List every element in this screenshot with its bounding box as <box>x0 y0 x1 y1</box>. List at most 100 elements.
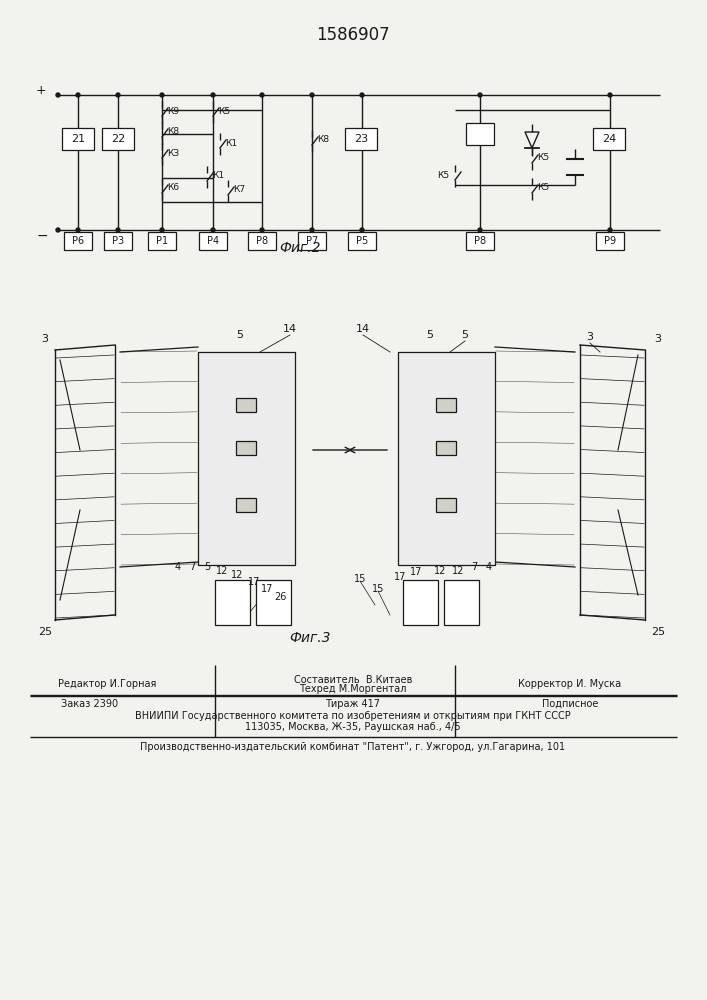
Text: −: − <box>36 229 48 243</box>
Text: 12: 12 <box>230 570 243 580</box>
Bar <box>236 441 256 455</box>
Circle shape <box>211 93 215 97</box>
Text: 17: 17 <box>248 577 260 587</box>
Text: Р5: Р5 <box>356 236 368 246</box>
Circle shape <box>76 93 80 97</box>
Text: 12: 12 <box>452 566 464 576</box>
Bar <box>466 232 494 250</box>
Text: 7: 7 <box>189 562 195 572</box>
Text: Тираж 417: Тираж 417 <box>325 699 380 709</box>
Text: Р6: Р6 <box>72 236 84 246</box>
Circle shape <box>76 228 80 232</box>
Text: 14: 14 <box>356 324 370 334</box>
Bar <box>596 232 624 250</box>
Text: Фиг.3: Фиг.3 <box>289 631 331 645</box>
Text: 7: 7 <box>471 562 477 572</box>
Bar <box>104 232 132 250</box>
Text: 3: 3 <box>655 334 662 344</box>
Text: 26: 26 <box>274 592 286 602</box>
Bar <box>102 128 134 150</box>
Circle shape <box>310 93 314 97</box>
Text: ВНИИПИ Государственного комитета по изобретениям и открытиям при ГКНТ СССР: ВНИИПИ Государственного комитета по изоб… <box>135 711 571 721</box>
Circle shape <box>608 93 612 97</box>
Text: 15: 15 <box>354 574 366 584</box>
Circle shape <box>478 228 482 232</box>
Text: 25: 25 <box>651 627 665 637</box>
Bar <box>236 498 256 512</box>
Text: 5: 5 <box>426 330 433 340</box>
Text: К1: К1 <box>212 172 224 180</box>
Bar <box>62 128 94 150</box>
Bar <box>148 232 176 250</box>
Circle shape <box>116 93 120 97</box>
Text: Р8: Р8 <box>474 236 486 246</box>
Text: 23: 23 <box>354 134 368 144</box>
Text: 4: 4 <box>175 562 181 572</box>
Circle shape <box>160 93 164 97</box>
Circle shape <box>360 228 364 232</box>
Text: 22: 22 <box>111 134 125 144</box>
Bar <box>345 128 377 150</box>
Text: 24: 24 <box>602 134 616 144</box>
Text: Р3: Р3 <box>112 236 124 246</box>
Bar <box>436 441 456 455</box>
Bar <box>466 123 494 145</box>
Text: К5: К5 <box>218 106 230 115</box>
Text: 5: 5 <box>462 330 469 340</box>
Circle shape <box>56 93 60 97</box>
Text: 3: 3 <box>42 334 49 344</box>
Text: 15: 15 <box>372 584 384 594</box>
Text: 3: 3 <box>587 332 593 342</box>
Text: К9: К9 <box>167 106 179 115</box>
Text: 21: 21 <box>71 134 85 144</box>
Text: К8: К8 <box>317 135 329 144</box>
Bar <box>248 232 276 250</box>
Bar <box>236 398 256 412</box>
Text: Техред М.Моргентал: Техред М.Моргентал <box>299 684 407 694</box>
Bar <box>593 128 625 150</box>
Text: Р9: Р9 <box>604 236 616 246</box>
Text: К5: К5 <box>537 184 549 192</box>
Text: 4: 4 <box>486 562 492 572</box>
Circle shape <box>310 228 314 232</box>
Text: Р4: Р4 <box>207 236 219 246</box>
Text: 1586907: 1586907 <box>316 26 390 44</box>
Text: Корректор И. Муска: Корректор И. Муска <box>518 679 621 689</box>
Bar <box>198 352 295 565</box>
Text: Р7: Р7 <box>306 236 318 246</box>
Bar <box>298 232 326 250</box>
Circle shape <box>116 228 120 232</box>
Circle shape <box>56 228 60 232</box>
Text: 25: 25 <box>38 627 52 637</box>
Bar <box>398 352 495 565</box>
Bar <box>215 580 250 625</box>
Text: 17: 17 <box>410 567 422 577</box>
Text: Производственно-издательский комбинат "Патент", г. Ужгород, ул.Гагарина, 101: Производственно-издательский комбинат "П… <box>141 742 566 752</box>
Text: К1: К1 <box>225 138 237 147</box>
Text: КЗ: КЗ <box>167 148 179 157</box>
Text: Составитель  В.Китаев: Составитель В.Китаев <box>294 675 412 685</box>
Bar <box>256 580 291 625</box>
Bar <box>348 232 376 250</box>
Text: К6: К6 <box>167 184 179 192</box>
Text: 17: 17 <box>261 584 273 594</box>
Text: К8: К8 <box>167 127 179 136</box>
Text: Р8: Р8 <box>256 236 268 246</box>
Text: 113035, Москва, Ж-35, Раушская наб., 4/5: 113035, Москва, Ж-35, Раушская наб., 4/5 <box>245 722 461 732</box>
Text: 14: 14 <box>283 324 297 334</box>
Bar <box>403 580 438 625</box>
Text: 5: 5 <box>204 562 210 572</box>
Circle shape <box>360 93 364 97</box>
Circle shape <box>260 228 264 232</box>
Circle shape <box>211 228 215 232</box>
Text: К7: К7 <box>233 186 245 194</box>
Circle shape <box>478 93 482 97</box>
Text: 5: 5 <box>237 330 243 340</box>
Bar <box>436 398 456 412</box>
Text: 17: 17 <box>394 572 407 582</box>
Text: 12: 12 <box>216 566 228 576</box>
Circle shape <box>608 228 612 232</box>
Bar <box>199 232 227 250</box>
Text: Р1: Р1 <box>156 236 168 246</box>
Text: Подписное: Подписное <box>542 699 598 709</box>
